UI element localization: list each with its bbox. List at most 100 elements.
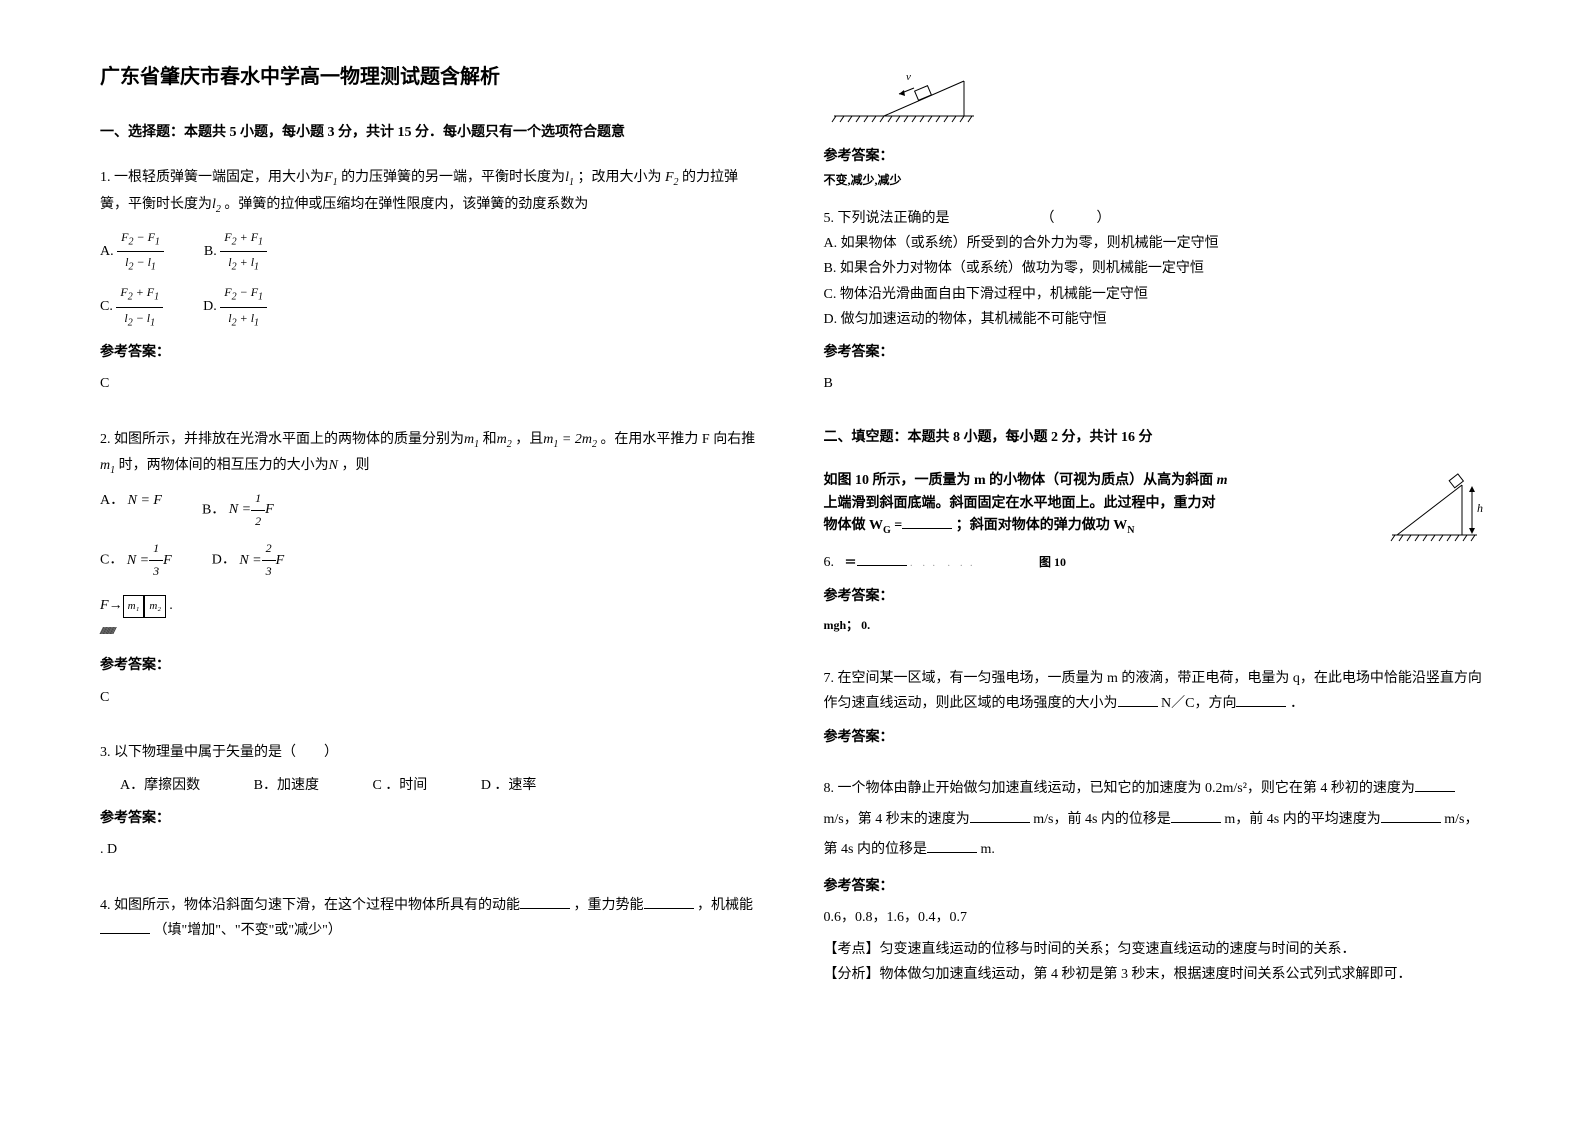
q8-a2-text: 物体做匀加速直线运动，第 4 秒初是第 3 秒末，根据速度时间关系公式列式求解即… <box>880 967 1412 982</box>
q5-answer-label: 参考答案： <box>824 340 1488 365</box>
q2-m1b: m1 <box>100 453 115 480</box>
q6-t5: ＝ <box>845 555 857 569</box>
q7-answer-label: 参考答案： <box>824 725 1488 750</box>
q4-blank2 <box>644 895 694 909</box>
q6-t4: ；斜面对物体的弹力做功 W <box>956 518 1128 533</box>
q2-t5: 时，两物体间的相互压力的大小为 <box>119 458 329 473</box>
q2-diag-f: F <box>100 593 109 618</box>
q5-answer: B <box>824 371 1488 396</box>
question-6: 如图 10 所示，一质量为 m 的小物体（可视为质点）从高为斜面 m 上端滑到斜… <box>824 470 1488 642</box>
q6-diagram-icon: h <box>1387 470 1487 550</box>
q1-l2: l2 <box>212 192 221 219</box>
q1-row1: A. F2 − F1l2 − l1 B. F2 + F1l2 + l1 <box>100 227 764 277</box>
q3-answer: . D <box>100 837 764 862</box>
q8-t4: m，前 4s 内的平均速度为 <box>1224 812 1380 827</box>
q2-row1: A． N = F B． N = 12F <box>100 488 764 532</box>
q8-answer-label: 参考答案： <box>824 874 1488 899</box>
q5-opt-d: D. 做匀加速运动的物体，其机械能不可能守恒 <box>824 307 1488 332</box>
q1-answer-label: 参考答案： <box>100 340 764 365</box>
q1-opt-b: B. F2 + F1l2 + l1 <box>204 227 267 277</box>
q1-opt-a: A. F2 − F1l2 − l1 <box>100 227 164 277</box>
q8-analysis2: 【分析】物体做匀加速直线运动，第 4 秒初是第 3 秒末，根据速度时间关系公式列… <box>824 962 1488 987</box>
q3-opt-c: C ．时间 <box>372 773 427 798</box>
incline-icon: v <box>824 66 984 126</box>
q6-blank1 <box>902 515 952 529</box>
svg-text:v: v <box>906 71 911 83</box>
q5-opt-c: C. 物体沿光滑曲面自由下滑过程中，机械能一定守恒 <box>824 282 1488 307</box>
q2-N: N <box>329 453 338 478</box>
q3-opt-a: A．摩擦因数 <box>120 773 200 798</box>
q6-m: m <box>1217 470 1228 492</box>
q6-answer-label: 参考答案： <box>824 584 1488 609</box>
question-7: 7. 在空间某一区域，有一匀强电场，一质量为 m 的液滴，带正电荷，电量为 q，… <box>824 666 1488 750</box>
q1-frac-b: F2 + F1l2 + l1 <box>220 227 267 277</box>
q3-answer-label: 参考答案： <box>100 806 764 831</box>
q1-f1: F1 <box>324 165 338 192</box>
q2-t2: 和 <box>483 432 497 447</box>
q6-blank2 <box>857 552 907 566</box>
q6-t3: 物体做 W <box>824 518 884 533</box>
q7-t3: ． <box>1290 696 1304 711</box>
q1-f2: F2 <box>665 165 679 192</box>
q8-analysis1: 【考点】匀变速直线运动的位移与时间的关系；匀变速直线运动的速度与时间的关系． <box>824 937 1488 962</box>
right-column: v 参考答案： 不变,减少,减少 5. 下列说法正确的是 （ ） A. 如果物体… <box>824 60 1488 1062</box>
q2-answer-label: 参考答案： <box>100 653 764 678</box>
q8-blank1 <box>1415 778 1455 792</box>
question-3: 3. 以下物理量中属于矢量的是（ ） A．摩擦因数 B．加速度 C ．时间 D … <box>100 740 764 869</box>
q1-l1: l1 <box>565 165 574 192</box>
q2-t4: 。在用水平推力 F 向右推 <box>600 432 755 447</box>
q1-frac-c: F2 + F1l2 − l1 <box>116 282 163 332</box>
q1-row2: C. F2 + F1l2 − l1 D. F2 − F1l2 + l1 <box>100 282 764 332</box>
q8-blank3 <box>1171 809 1221 823</box>
q6-dots: . . . . . . <box>910 558 973 569</box>
q1-frac-a: F2 − F1l2 − l1 <box>117 227 164 277</box>
q1-options: A. F2 − F1l2 − l1 B. F2 + F1l2 + l1 C. F… <box>100 227 764 333</box>
q2-opt-a: A． N = F <box>100 488 162 532</box>
q8-t2: m/s，第 4 秒末的速度为 <box>824 812 970 827</box>
q8-blank2 <box>970 809 1030 823</box>
q1-answer: C <box>100 371 764 396</box>
q1-frac-d: F2 − F1l2 + l1 <box>220 282 267 332</box>
section1-heading: 一、选择题：本题共 5 小题，每小题 3 分，共计 15 分．每小题只有一个选项… <box>100 121 764 141</box>
q2-opt-b: B． N = 12F <box>202 488 274 532</box>
q7-t2: N／C，方向 <box>1161 696 1236 711</box>
q4-answer: 不变,减少,减少 <box>824 171 1488 188</box>
q8-text: 8. 一个物体由静止开始做匀加速直线运动，已知它的加速度为 0.2m/s²，则它… <box>824 774 1488 866</box>
question-4: 4. 如图所示，物体沿斜面匀速下滑，在这个过程中物体所具有的动能 ，重力势能 ，… <box>100 893 764 943</box>
q2-answer: C <box>100 685 764 710</box>
q2-opt-d: D． N = 23F <box>212 538 284 582</box>
q7-blank1 <box>1118 693 1158 707</box>
q1-t3: ；改用大小为 <box>577 170 661 185</box>
q1-opt-c: C. F2 + F1l2 − l1 <box>100 282 163 332</box>
q2-t3: ，且 <box>515 432 543 447</box>
q6-fig-label: 图 10 <box>1039 555 1066 569</box>
question-5: 5. 下列说法正确的是 （ ） A. 如果物体（或系统）所受到的合外力为零，则机… <box>824 206 1488 402</box>
q2-m1a: m1 <box>464 427 479 454</box>
question-2: 2. 如图所示，并排放在光滑水平面上的两物体的质量分别为m1 和m2 ，且m1 … <box>100 427 764 716</box>
q4-blank3 <box>100 920 150 934</box>
q4-t3: ，机械能 <box>697 898 753 913</box>
q8-t1: 8. 一个物体由静止开始做匀加速直线运动，已知它的加速度为 0.2m/s²，则它… <box>824 781 1415 796</box>
q4-text: 4. 如图所示，物体沿斜面匀速下滑，在这个过程中物体所具有的动能 ，重力势能 ，… <box>100 893 764 943</box>
page-title: 广东省肇庆市春水中学高一物理测试题含解析 <box>100 60 764 89</box>
q4-blank1 <box>520 895 570 909</box>
q8-a1-text: 匀变速直线运动的位移与时间的关系；匀变速直线运动的速度与时间的关系． <box>880 942 1356 957</box>
q8-a2-label: 【分析】 <box>824 967 880 982</box>
q6-answer: mgh； 0. <box>824 615 1488 637</box>
q2-t1: 2. 如图所示，并排放在光滑水平面上的两物体的质量分别为 <box>100 432 464 447</box>
section2-heading: 二、填空题：本题共 8 小题，每小题 2 分，共计 16 分 <box>824 426 1488 446</box>
q2-diagram: F→m₁m₂ . ////////////////// <box>100 593 764 644</box>
svg-text:h: h <box>1477 501 1483 515</box>
q7-blank2 <box>1236 693 1286 707</box>
q4-t1: 4. 如图所示，物体沿斜面匀速下滑，在这个过程中物体所具有的动能 <box>100 898 520 913</box>
q8-t6: m. <box>980 842 994 857</box>
q2-options: A． N = F B． N = 12F C． N = 13F D． N = 23… <box>100 488 764 582</box>
q2-diag-m2: m₂ <box>144 595 166 619</box>
q4-t4: （填"增加"、"不变"或"减少"） <box>154 923 342 938</box>
q2-hatch: ////////////////// <box>100 623 114 641</box>
q1-text: 1. 一根轻质弹簧一端固定，用大小为F1 的力压弹簧的另一端，平衡时长度为l1 … <box>100 165 764 219</box>
q8-a1-label: 【考点】 <box>824 942 880 957</box>
q8-answer: 0.6，0.8，1.6，0.4，0.7 <box>824 905 1488 930</box>
question-8: 8. 一个物体由静止开始做匀加速直线运动，已知它的加速度为 0.2m/s²，则它… <box>824 774 1488 987</box>
q2-eq1: m1 = 2m2 <box>543 427 597 454</box>
